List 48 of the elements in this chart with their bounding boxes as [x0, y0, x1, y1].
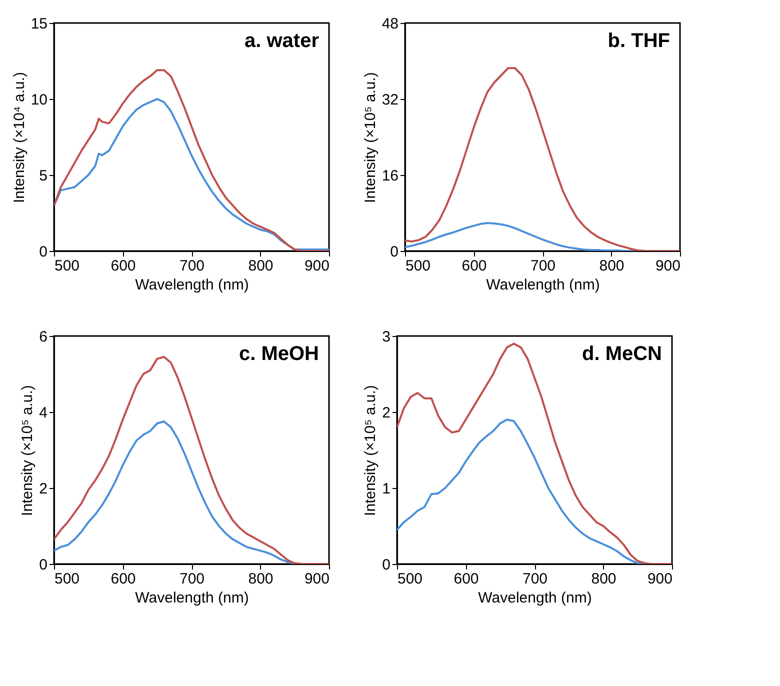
x-axis-title: Wavelength (nm) — [135, 590, 249, 606]
x-tick-label: 900 — [304, 570, 330, 588]
x-axis-title: Wavelength (nm) — [478, 590, 592, 606]
x-axis-title: Wavelength (nm) — [135, 276, 249, 294]
x-tick-label: 800 — [591, 570, 616, 588]
x-tick-label: 700 — [179, 570, 205, 588]
y-tick-label: 0 — [39, 244, 48, 260]
y-tick-label: 10 — [30, 92, 48, 108]
annotation: d. MeCN — [582, 343, 662, 365]
y-tick-label: 0 — [390, 244, 398, 260]
x-tick-label: 800 — [248, 570, 274, 588]
y-tick-label: 32 — [382, 92, 398, 108]
y-axis-title: Intensity (×10⁵ a.u.) — [362, 72, 379, 203]
x-tick-label: 500 — [406, 258, 431, 274]
y-tick-label: 0 — [382, 556, 390, 574]
x-tick-label: 700 — [530, 258, 556, 274]
y-axis-title: Intensity (×10⁴ a.u.) — [10, 72, 28, 204]
y-tick-label: 3 — [382, 328, 390, 346]
x-tick-label: 600 — [110, 258, 136, 274]
x-tick-label: 900 — [304, 258, 330, 274]
x-tick-label: 600 — [110, 570, 136, 588]
x-tick-label: 500 — [54, 258, 80, 274]
x-tick-label: 800 — [248, 258, 274, 274]
y-tick-label: 15 — [30, 16, 48, 32]
y-tick-label: 1 — [382, 480, 390, 498]
y-tick-label: 16 — [382, 168, 398, 184]
x-axis-title: Wavelength (nm) — [486, 276, 600, 294]
x-tick-label: 600 — [462, 258, 487, 274]
annotation: c. MeOH — [238, 343, 319, 365]
x-tick-label: 500 — [398, 570, 423, 588]
y-axis-title: Intensity (×10⁵ a.u.) — [362, 385, 380, 516]
x-tick-label: 700 — [522, 570, 548, 588]
y-tick-label: 0 — [39, 556, 48, 574]
annotation: a. water — [244, 30, 320, 52]
annotation: b. THF — [608, 30, 670, 52]
x-tick-label: 700 — [179, 258, 205, 274]
x-tick-label: 500 — [54, 570, 80, 588]
y-axis-title: Intensity (×10⁵ a.u.) — [19, 385, 36, 516]
x-tick-label: 900 — [655, 258, 680, 274]
x-tick-label: 900 — [647, 570, 672, 588]
y-tick-label: 5 — [39, 168, 48, 184]
y-tick-label: 6 — [39, 328, 48, 346]
x-tick-label: 800 — [599, 258, 624, 274]
y-tick-label: 48 — [382, 16, 398, 32]
y-tick-label: 2 — [39, 480, 48, 498]
x-tick-label: 600 — [454, 570, 479, 588]
y-tick-label: 2 — [382, 404, 390, 422]
y-tick-label: 4 — [39, 404, 48, 422]
